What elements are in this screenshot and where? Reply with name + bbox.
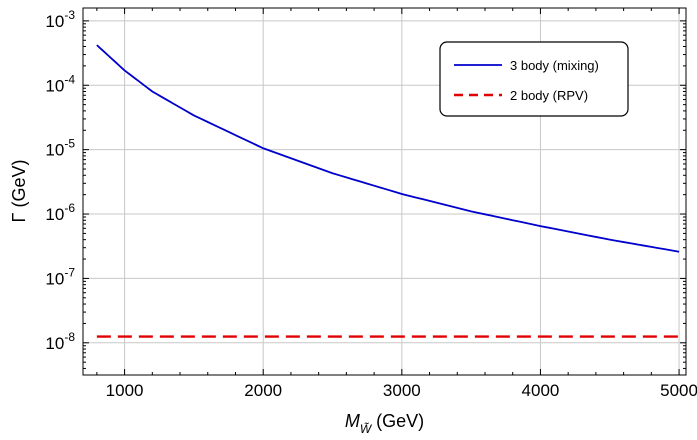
y-axis-ticks: 10-8 10-7 10-6 10-5 10-4 10-3 [45,8,686,369]
y-tick-label: 10-5 [45,137,75,160]
y-tick-label: 10-4 [45,72,75,95]
legend: 3 body (mixing) 2 body (RPV) [439,41,629,117]
x-tick-label: 2000 [244,381,282,400]
series-line-1 [96,44,680,253]
y-tick-label: 10-7 [45,265,75,288]
x-tick-label: 3000 [383,381,421,400]
x-tick-label: 1000 [106,381,144,400]
y-tick-label: 10-8 [45,330,75,353]
legend-box [439,41,629,117]
y-tick-label: 10-6 [45,201,75,224]
x-tick-label: 5000 [660,381,697,400]
legend-label-1: 3 body (mixing) [510,58,599,73]
x-tick-label: 4000 [522,381,560,400]
series-layer [96,44,680,338]
y-tick-label: 10-3 [45,8,75,31]
x-axis-label: MW̃ (GeV) [345,411,424,436]
plot-frame [82,7,687,376]
x-axis-ticks: 1000 2000 3000 4000 5000 [96,8,697,400]
legend-label-2: 2 body (RPV) [510,88,588,103]
y-axis-label: Γ (GeV) [9,160,29,223]
